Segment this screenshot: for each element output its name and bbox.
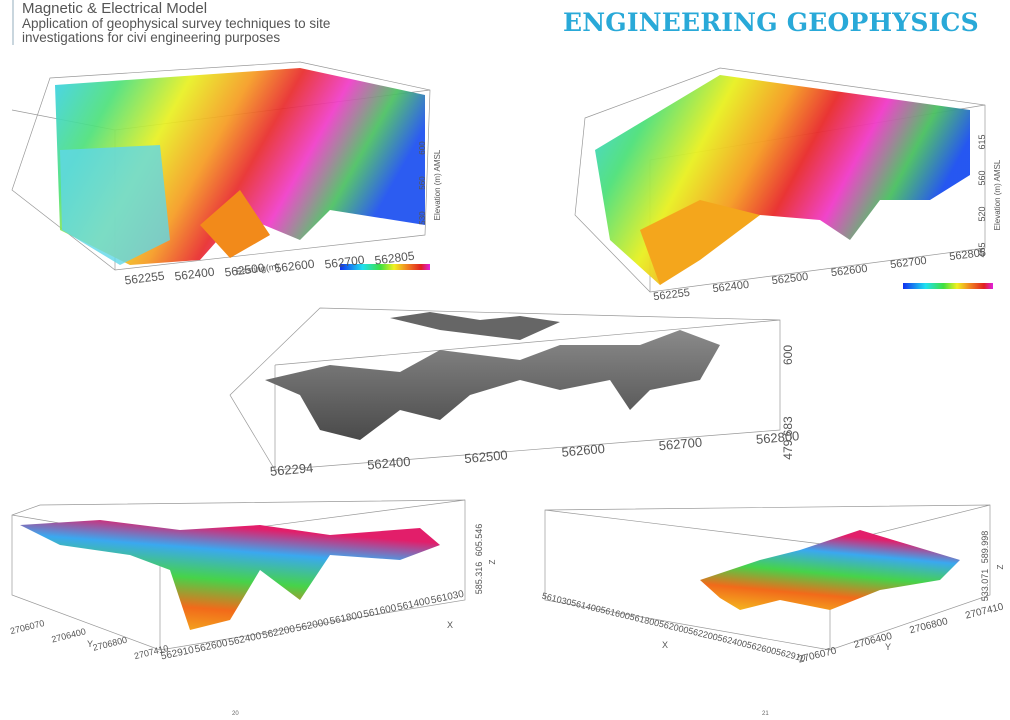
page-number: 20 bbox=[232, 711, 239, 717]
x-axis-label: X bbox=[662, 640, 668, 650]
subtitle-line: investigations for civi engineering purp… bbox=[22, 30, 281, 45]
z-tick-label: 533.071 bbox=[980, 569, 990, 602]
model-volumes bbox=[20, 68, 993, 630]
x-tick-label: 561400 bbox=[396, 596, 431, 614]
brand-title: ENGINEERING GEOPHYSICS bbox=[563, 8, 979, 37]
z-axis-label: Elevation (m) AMSL bbox=[433, 149, 442, 220]
x-tick-label: 562400 bbox=[228, 631, 263, 649]
x-tick-label: 562255 bbox=[124, 269, 166, 288]
x-tick-label: 562700 bbox=[889, 255, 927, 271]
x-tick-label: 562800 bbox=[755, 428, 800, 447]
x-tick-label: 562805 bbox=[374, 249, 416, 268]
x-tick-label: 562600 bbox=[274, 257, 316, 276]
y-axis-label: Y bbox=[885, 642, 891, 652]
z-tick-label: 479.683 bbox=[781, 416, 795, 460]
y-axis-label: Y bbox=[87, 639, 93, 649]
header-title: Magnetic & Electrical Model bbox=[22, 0, 208, 17]
x-tick-label: 562600 bbox=[561, 441, 606, 460]
x-tick-label: 562400 bbox=[712, 279, 750, 295]
z-axis-label: Elevation (m) AMSL bbox=[993, 159, 1002, 230]
z-tick-label: 600 bbox=[781, 345, 795, 365]
x-tick-label: 562000 bbox=[658, 619, 690, 636]
x-tick-label: 562400 bbox=[174, 265, 216, 284]
z-tick-label: 560 bbox=[418, 176, 427, 190]
x-axis-label: X bbox=[447, 620, 453, 630]
x-tick-label: 562500 bbox=[464, 447, 509, 466]
z-tick-label: 605.546 bbox=[474, 524, 484, 557]
page-number: 21 bbox=[762, 711, 769, 717]
x-tick-label: 562500 bbox=[771, 271, 809, 287]
x-tick-label: 562700 bbox=[658, 435, 703, 454]
z-tick-label: 600 bbox=[418, 141, 427, 155]
x-tick-label: 561030 bbox=[430, 589, 465, 607]
z-axis-label: Z bbox=[488, 559, 497, 564]
x-tick-label: 562600 bbox=[830, 263, 868, 279]
y-tick-label: 2706800 bbox=[909, 616, 950, 636]
z-tick-label: 615 bbox=[977, 134, 987, 149]
x-tick-label: 562600 bbox=[746, 640, 778, 657]
x-tick-label: 561400 bbox=[570, 598, 602, 615]
y-tick-label: 2706800 bbox=[92, 635, 128, 653]
x-tick-label: 562000 bbox=[295, 617, 330, 635]
y-tick-label: 2706070 bbox=[9, 618, 45, 636]
z-tick-label: 589.998 bbox=[980, 531, 990, 564]
z-axis-label: Z bbox=[996, 564, 1005, 569]
x-tick-label: 562700 bbox=[324, 253, 366, 272]
subtitle-line: Application of geophysical survey techni… bbox=[22, 16, 331, 31]
x-tick-label: 562255 bbox=[653, 287, 691, 303]
header: Magnetic & Electrical Model Application … bbox=[12, 0, 330, 45]
x-tick-label: 562400 bbox=[367, 454, 412, 473]
x-tick-label: 562294 bbox=[269, 460, 314, 479]
y-tick-label: 2706400 bbox=[50, 626, 86, 644]
z-tick-label: 520 bbox=[977, 206, 987, 221]
x-tick-label: 562400 bbox=[716, 633, 748, 650]
x-tick-label: 562500 bbox=[224, 261, 266, 280]
x-tick-label: 562200 bbox=[261, 624, 296, 642]
y-tick-label: 2707410 bbox=[964, 601, 1005, 621]
x-tick-label: 561030 bbox=[541, 591, 573, 608]
x-tick-label: 561600 bbox=[363, 603, 398, 621]
x-tick-label: 562600 bbox=[194, 638, 229, 656]
z-tick-label: 465 bbox=[977, 242, 987, 257]
x-tick-label: 561800 bbox=[329, 610, 364, 628]
x-tick-label: 561600 bbox=[599, 605, 631, 622]
z-tick-label: 585.316 bbox=[474, 562, 484, 595]
x-tick-label: 562200 bbox=[687, 626, 719, 643]
z-tick-label: 560 bbox=[977, 170, 987, 185]
z-tick-label: 530 bbox=[418, 211, 427, 225]
x-tick-label: 562805 bbox=[949, 247, 987, 263]
x-tick-label: 561800 bbox=[629, 612, 661, 629]
y-tick-label: 2706070 bbox=[797, 645, 838, 665]
